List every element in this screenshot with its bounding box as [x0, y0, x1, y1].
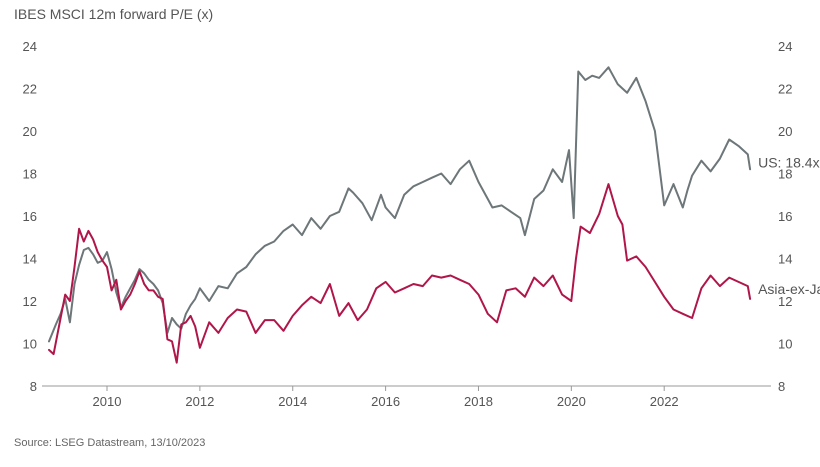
- chart-title: IBES MSCI 12m forward P/E (x): [14, 6, 214, 22]
- y-tick-label-left: 22: [23, 82, 37, 97]
- series-label-us: US: 18.4x: [758, 154, 819, 170]
- x-tick-label: 2020: [557, 394, 586, 409]
- y-tick-label-left: 24: [23, 39, 37, 54]
- x-tick-label: 2018: [464, 394, 493, 409]
- series-lines: [48, 66, 752, 364]
- series-labels: US: 18.4x Asia-ex-Japan: 12.1x: [758, 154, 820, 297]
- y-tick-label-right: 12: [778, 294, 792, 309]
- x-tick-label: 2022: [650, 394, 679, 409]
- y-tick-label-right: 14: [778, 252, 792, 267]
- y-tick-label-left: 10: [23, 337, 37, 352]
- y-tick-label-right: 16: [778, 209, 792, 224]
- y-tick-label-right: 20: [778, 124, 792, 139]
- y-tick-label-left: 18: [23, 167, 37, 182]
- y-tick-label-left: 20: [23, 124, 37, 139]
- y-tick-label-right: 10: [778, 337, 792, 352]
- y-tick-label-left: 14: [23, 252, 37, 267]
- x-tick-label: 2012: [185, 394, 214, 409]
- series-line-asia: [48, 183, 752, 364]
- y-tick-label-right: 24: [778, 39, 792, 54]
- y-tick-label-left: 12: [23, 294, 37, 309]
- series-line-us: [48, 66, 752, 343]
- y-tick-label-right: 18: [778, 167, 792, 182]
- series-label-asia: Asia-ex-Japan: 12.1x: [758, 281, 820, 297]
- x-tick-label: 2016: [371, 394, 400, 409]
- y-tick-label-left: 16: [23, 209, 37, 224]
- x-tick-label: 2010: [93, 394, 122, 409]
- y-tick-label-right: 8: [778, 379, 785, 394]
- x-tick-label: 2014: [278, 394, 307, 409]
- source-note: Source: LSEG Datastream, 13/10/2023: [14, 437, 206, 449]
- y-tick-label-right: 22: [778, 82, 792, 97]
- y-tick-label-left: 8: [30, 379, 37, 394]
